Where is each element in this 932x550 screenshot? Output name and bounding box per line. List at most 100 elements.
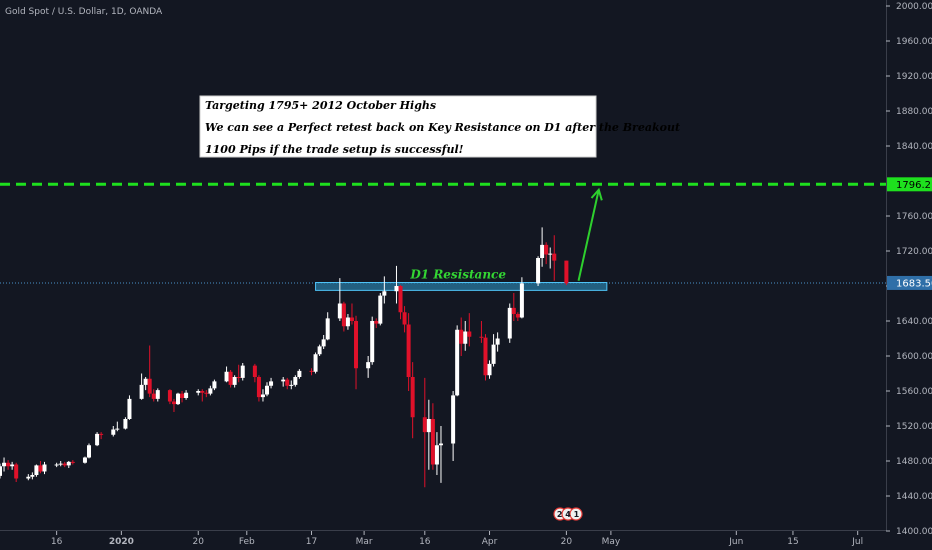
candle-up: [297, 370, 302, 377]
price-tick-label: 1640.000: [896, 317, 932, 327]
candle-up: [293, 377, 298, 385]
candles-group: [0, 227, 569, 488]
candle-down: [228, 371, 233, 385]
candle-up: [30, 475, 35, 477]
candle-up: [240, 365, 245, 378]
candle-up: [176, 393, 181, 405]
candle-up: [115, 428, 120, 430]
time-tick-label: 15: [787, 537, 798, 547]
candle-up: [426, 419, 431, 433]
candle-up: [382, 291, 387, 296]
event-label: 2 4 1: [557, 510, 580, 519]
candle-up: [317, 346, 322, 355]
price-tick-label: 1960.000: [896, 37, 932, 47]
candle-up: [127, 398, 132, 419]
candle-down: [236, 377, 241, 378]
candle-up: [487, 363, 492, 376]
candle-up: [337, 303, 342, 319]
time-tick-label: Feb: [239, 537, 255, 547]
target-arrow[interactable]: [577, 187, 603, 281]
time-tick-label: 20: [561, 537, 573, 547]
candle-up: [463, 331, 468, 344]
candle-down: [483, 337, 488, 376]
time-tick-label: Jun: [728, 537, 743, 547]
candle-up: [281, 379, 286, 382]
candle-up: [0, 466, 2, 476]
candle-down: [402, 312, 407, 325]
current-price-badge: 1683.500: [887, 275, 932, 290]
candle-up: [438, 443, 443, 446]
price-tick-label: 1880.000: [896, 107, 932, 117]
candle-down: [467, 331, 472, 337]
candle-up: [54, 464, 59, 466]
candle-up: [345, 317, 350, 327]
candle-down: [515, 314, 520, 318]
arrow-shaft: [577, 189, 600, 281]
candle-down: [70, 461, 75, 463]
candle-up: [196, 391, 201, 393]
price-tick-label: 1400.000: [896, 527, 932, 537]
annotation-line-3: 1100 Pips if the trade setup is successf…: [205, 143, 464, 156]
time-tick-label: 16: [419, 537, 431, 547]
candle-up: [184, 392, 189, 398]
annotation-box[interactable]: Targeting 1795+ 2012 October Highs We ca…: [199, 95, 680, 158]
candle-up: [10, 464, 15, 467]
resistance-zone[interactable]: [315, 282, 608, 291]
candle-down: [62, 463, 67, 466]
candle-down: [459, 329, 464, 344]
current-badge-background: [887, 275, 932, 290]
candle-down: [171, 401, 176, 405]
candle-up: [232, 377, 237, 385]
candle-down: [430, 419, 435, 465]
current-badge-label: 1683.500: [896, 278, 932, 289]
candle-down: [341, 303, 346, 327]
candle-up: [95, 433, 100, 446]
candle-up: [42, 464, 47, 472]
price-tick-label: 1520.000: [896, 422, 932, 432]
arrow-head: [590, 187, 603, 201]
time-tick-label: 2020: [109, 537, 134, 547]
candle-up: [143, 378, 148, 385]
candle-down: [410, 377, 415, 418]
time-tick-label: Apr: [482, 537, 498, 547]
candle-up: [139, 384, 144, 399]
candle-down: [204, 392, 209, 394]
candle-down: [354, 321, 359, 369]
candle-down: [564, 260, 569, 284]
candle-up: [2, 462, 7, 467]
time-axis[interactable]: 16 2020 20 Feb 17 Mar 16 Apr 20 May Jun 15 Jul: [51, 531, 863, 547]
price-tick-label: 1920.000: [896, 72, 932, 82]
candle-down: [479, 336, 484, 338]
candle-up: [325, 318, 330, 340]
candle-down: [14, 464, 19, 479]
resistance-zone-label: D1 Resistance: [409, 268, 506, 282]
candle-up: [455, 329, 460, 396]
candle-up: [155, 390, 160, 399]
candle-up: [540, 244, 545, 258]
candle-down: [167, 390, 172, 402]
price-tick-label: 1480.000: [896, 457, 932, 467]
candle-down: [38, 465, 43, 472]
candle-down: [252, 365, 257, 377]
candle-up: [495, 338, 500, 345]
candle-down: [398, 286, 403, 313]
candle-up: [269, 381, 274, 386]
price-tick-label: 1720.000: [896, 247, 932, 257]
candle-up: [507, 307, 512, 339]
events-marker[interactable]: 2 4 1: [553, 507, 583, 521]
candle-up: [434, 445, 439, 465]
candle-down: [511, 307, 516, 314]
candle-down: [256, 377, 261, 398]
event-icon-3: [569, 507, 583, 521]
candle-up: [82, 457, 87, 463]
candle-up: [224, 371, 229, 382]
annotation-background: [199, 95, 597, 158]
candle-up: [111, 429, 116, 435]
candle-up: [289, 384, 294, 386]
candle-down: [422, 417, 427, 433]
candle-down: [544, 244, 549, 255]
candle-up: [366, 362, 371, 369]
candle-up: [265, 385, 270, 395]
candle-up: [536, 258, 541, 284]
